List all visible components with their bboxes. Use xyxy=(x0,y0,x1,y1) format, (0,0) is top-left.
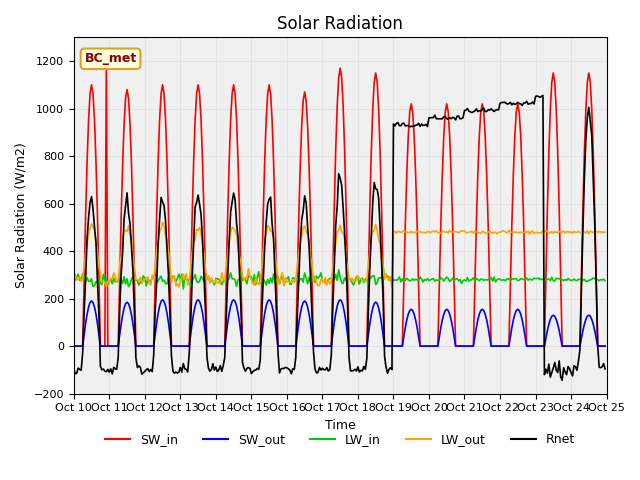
Line: LW_in: LW_in xyxy=(74,266,605,289)
LW_in xyxy=(304,281,312,287)
Line: Rnet: Rnet xyxy=(74,96,605,380)
SW_out xyxy=(601,343,609,349)
Rnet xyxy=(255,367,262,372)
LW_out xyxy=(575,228,582,234)
Rnet xyxy=(302,200,310,205)
SW_in xyxy=(136,343,144,349)
SW_in xyxy=(248,343,255,349)
LW_in xyxy=(248,274,255,280)
LW_in xyxy=(257,280,264,286)
Line: SW_out: SW_out xyxy=(74,300,605,346)
Line: LW_out: LW_out xyxy=(74,222,605,288)
LW_out xyxy=(601,229,609,235)
SW_out xyxy=(70,343,77,349)
SW_in xyxy=(257,343,264,349)
SW_in xyxy=(230,82,237,88)
Line: SW_in: SW_in xyxy=(74,61,605,346)
SW_in xyxy=(102,58,110,64)
Rnet xyxy=(246,365,253,371)
X-axis label: Time: Time xyxy=(324,419,356,432)
SW_out xyxy=(257,343,264,349)
Rnet xyxy=(601,366,609,372)
LW_out xyxy=(70,275,77,281)
SW_out xyxy=(573,343,581,349)
Rnet xyxy=(228,199,236,205)
SW_in xyxy=(304,123,312,129)
Legend: SW_in, SW_out, LW_in, LW_out, Rnet: SW_in, SW_out, LW_in, LW_out, Rnet xyxy=(100,429,580,452)
LW_in xyxy=(70,275,77,281)
LW_out xyxy=(135,278,143,284)
Rnet xyxy=(135,363,143,369)
SW_in xyxy=(573,343,581,349)
LW_out xyxy=(257,278,264,284)
Rnet xyxy=(70,366,77,372)
Title: Solar Radiation: Solar Radiation xyxy=(277,15,403,33)
Rnet xyxy=(539,93,547,98)
Y-axis label: Solar Radiation (W/m2): Solar Radiation (W/m2) xyxy=(15,143,28,288)
SW_in xyxy=(70,343,77,349)
Rnet xyxy=(558,377,566,383)
SW_out xyxy=(248,343,255,349)
LW_in xyxy=(230,276,237,282)
SW_out xyxy=(135,343,143,349)
LW_out xyxy=(159,219,166,225)
Rnet xyxy=(575,358,582,364)
LW_in xyxy=(575,276,582,282)
LW_in xyxy=(380,263,387,269)
LW_out xyxy=(248,277,255,283)
LW_in xyxy=(179,286,187,292)
Text: BC_met: BC_met xyxy=(84,52,137,65)
LW_in xyxy=(135,282,143,288)
LW_out xyxy=(304,231,312,237)
LW_out xyxy=(230,226,237,231)
SW_in xyxy=(601,343,609,349)
SW_out xyxy=(159,297,166,303)
LW_in xyxy=(601,278,609,284)
LW_out xyxy=(388,285,396,290)
SW_out xyxy=(230,297,237,303)
SW_out xyxy=(304,304,312,310)
